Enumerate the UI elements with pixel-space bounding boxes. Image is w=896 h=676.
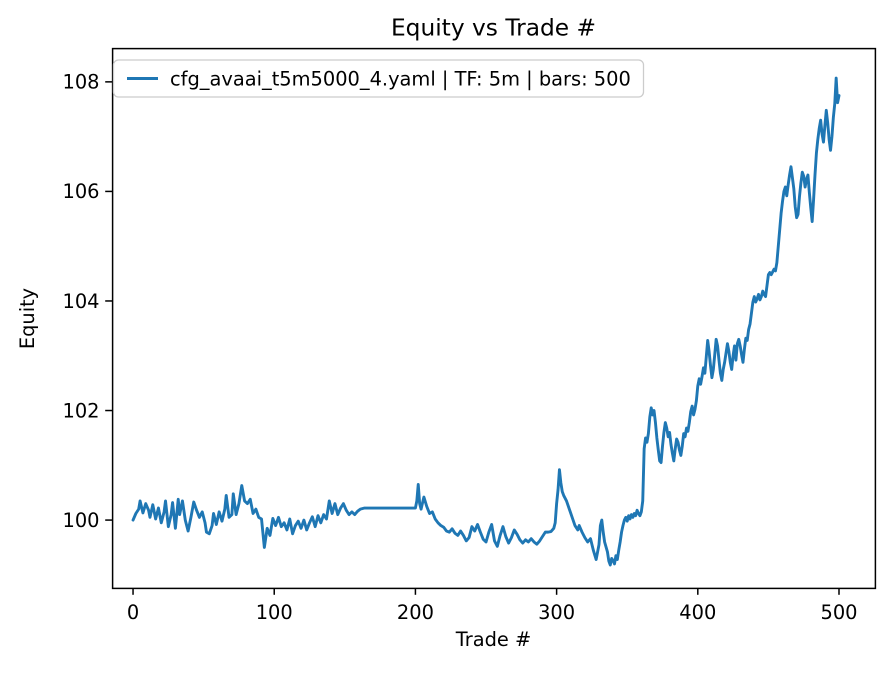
legend-label: cfg_avaai_t5m5000_4.yaml | TF: 5m | bars… bbox=[170, 68, 631, 91]
y-tick-label: 102 bbox=[62, 399, 99, 422]
equity-line bbox=[131, 76, 841, 567]
legend-box bbox=[112, 59, 645, 98]
axis-ticks: 0 100 200 300 400 500 100 102 104 106 108 bbox=[62, 71, 857, 624]
y-axis-label: Equity bbox=[16, 288, 39, 349]
x-tick-label: 500 bbox=[820, 601, 857, 624]
x-tick-label: 400 bbox=[679, 601, 716, 624]
y-tick-label: 106 bbox=[62, 180, 99, 203]
legend: cfg_avaai_t5m5000_4.yaml | TF: 5m | bars… bbox=[112, 59, 645, 98]
axes-frame bbox=[111, 47, 877, 590]
x-tick-label: 200 bbox=[397, 601, 434, 624]
y-tick-label: 104 bbox=[62, 290, 99, 313]
series-layer bbox=[131, 76, 841, 567]
x-tick-label: 0 bbox=[127, 601, 139, 624]
x-tick-label: 100 bbox=[256, 601, 293, 624]
y-tick-label: 100 bbox=[62, 509, 99, 532]
x-axis-label: Trade # bbox=[455, 628, 532, 651]
x-tick-label: 300 bbox=[538, 601, 575, 624]
chart-title: Equity vs Trade # bbox=[391, 15, 596, 42]
y-tick-label: 108 bbox=[62, 71, 99, 94]
